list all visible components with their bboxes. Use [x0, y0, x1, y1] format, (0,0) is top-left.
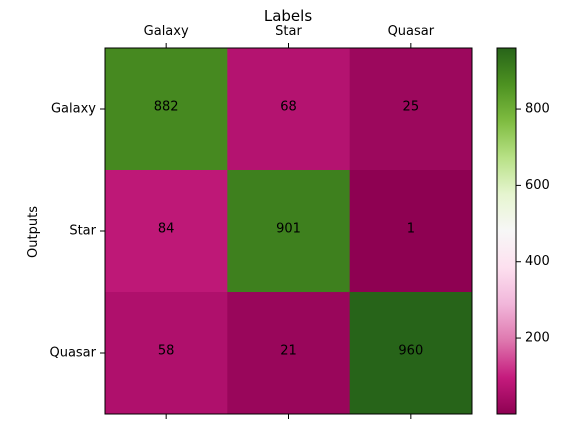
heatmap-cell [227, 48, 351, 171]
x-axis-ticks: Galaxy Star Quasar [144, 24, 435, 419]
y-axis-ticks: Galaxy Star Quasar [49, 102, 105, 361]
colorbar-tick-label: 600 [525, 178, 550, 193]
colorbar [496, 47, 517, 415]
chart-title: Labels [264, 7, 312, 25]
heatmap-cells [105, 48, 473, 415]
y-tick-label: Galaxy [51, 102, 96, 117]
cell-value-label: 1 [407, 222, 415, 237]
heatmap-cell-labels: 882 68 25 84 901 1 58 21 960 [154, 100, 423, 359]
heatmap-cell [349, 170, 473, 293]
colorbar-tick-label: 800 [525, 102, 550, 117]
colorbar-tick-label: 400 [525, 254, 550, 269]
y-tick-label: Quasar [49, 346, 96, 361]
colorbar-ticks: 200 400 600 800 [516, 102, 550, 346]
cell-value-label: 21 [280, 344, 297, 359]
cell-value-label: 68 [280, 100, 297, 115]
heatmap-cell [105, 292, 228, 415]
cell-value-label: 84 [158, 222, 175, 237]
cell-value-label: 25 [403, 100, 420, 115]
colorbar-tick-label: 200 [525, 331, 550, 346]
heatmap-cell [349, 292, 473, 415]
heatmap-cell [105, 48, 228, 171]
x-tick-label: Star [275, 24, 302, 39]
x-tick-label: Galaxy [144, 24, 189, 39]
heatmap-cell [227, 292, 351, 415]
cell-value-label: 58 [158, 344, 175, 359]
x-tick-label: Quasar [388, 24, 435, 39]
cell-value-label: 960 [398, 344, 423, 359]
cell-value-label: 882 [154, 100, 179, 115]
heatmap-cell [105, 170, 228, 293]
y-tick-label: Star [69, 224, 96, 239]
y-axis-label: Outputs [26, 206, 41, 258]
heatmap-cell [227, 170, 351, 293]
heatmap-cell [349, 48, 473, 171]
cell-value-label: 901 [276, 222, 301, 237]
